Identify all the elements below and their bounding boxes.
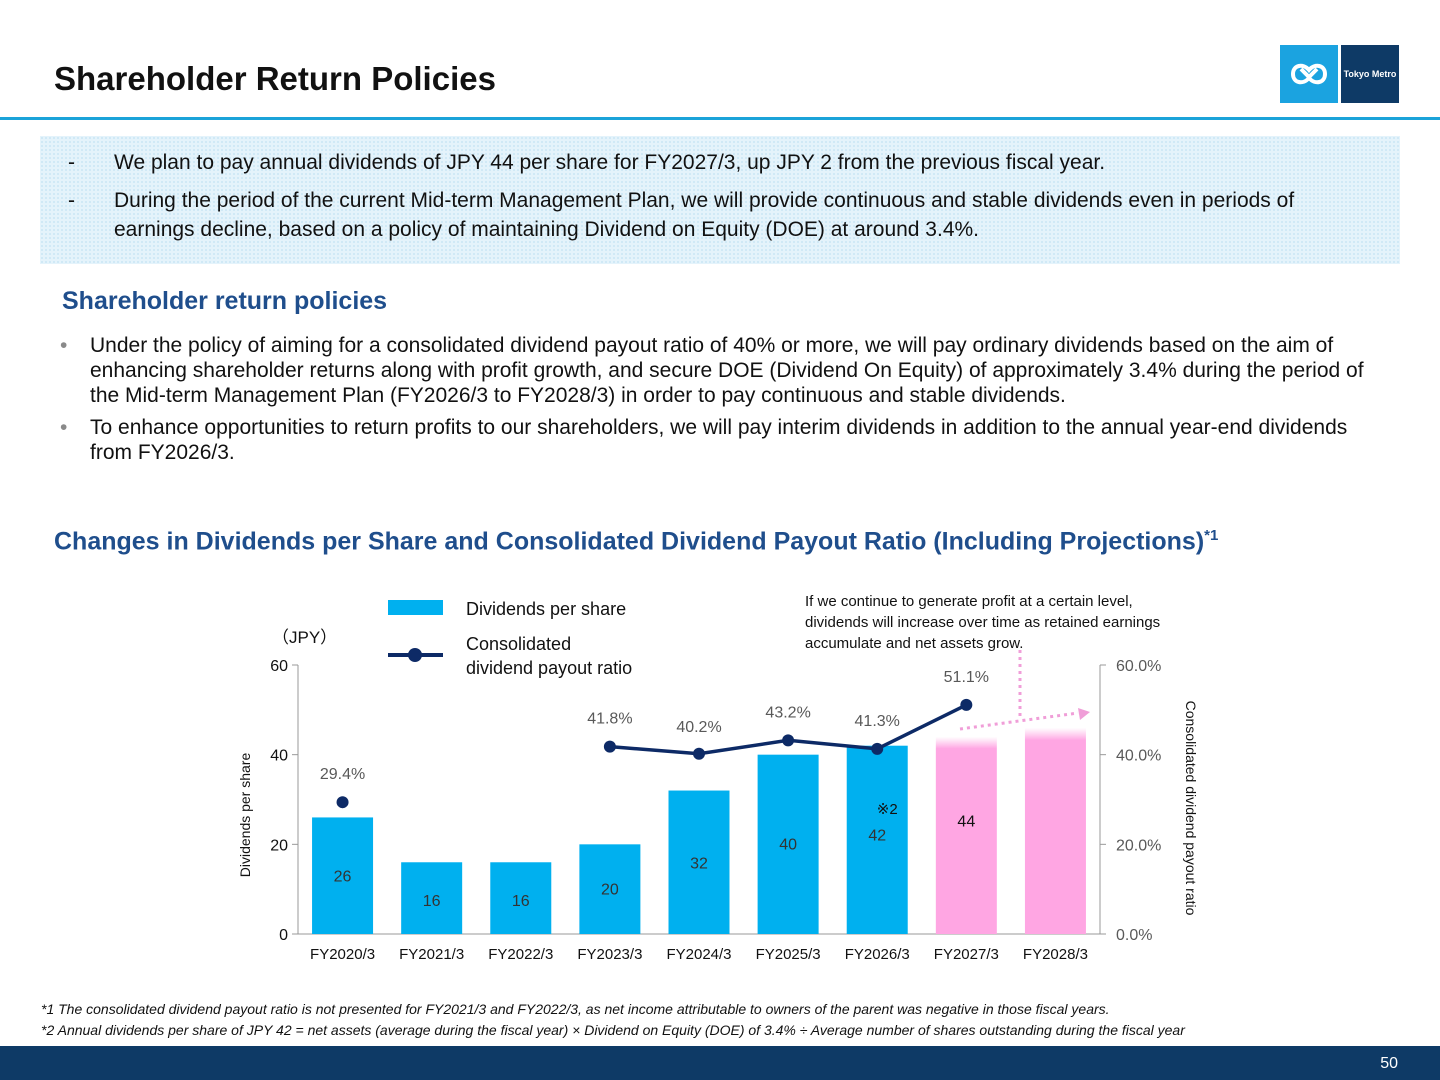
policy-text: To enhance opportunities to return profi… — [90, 416, 1348, 464]
section-title: Shareholder return policies — [62, 287, 388, 315]
bullet-marker: • — [60, 334, 68, 357]
company-logo: Tokyo Metro — [1280, 45, 1399, 103]
bar-value-label: 26 — [334, 868, 352, 885]
x-tick-label: FY2020/3 — [310, 946, 375, 963]
policy-text: Under the policy of aiming for a consoli… — [90, 334, 1364, 407]
legend-line-label-2: dividend payout ratio — [466, 658, 632, 678]
legend-bar-swatch — [388, 600, 443, 615]
annotation-line: accumulate and net assets grow. — [805, 635, 1023, 652]
bar-projection — [935, 736, 997, 934]
right-tick-label: 20.0% — [1116, 837, 1161, 854]
right-axis-title: Consolidated dividend payout ratio — [1183, 701, 1199, 916]
bar-value-label: 20 — [601, 881, 619, 898]
payout-ratio-point — [782, 734, 795, 747]
bar-projection — [1024, 727, 1086, 934]
dash-marker: - — [68, 189, 75, 212]
payout-ratio-label: 29.4% — [320, 766, 365, 783]
bar-value-label: 32 — [690, 856, 708, 873]
bar — [579, 844, 641, 934]
summary-text: During the period of the current Mid-ter… — [114, 189, 1295, 241]
bar — [490, 862, 552, 934]
bar-value-label: 16 — [423, 893, 441, 910]
x-tick-label: FY2024/3 — [666, 946, 731, 963]
page-title: Shareholder Return Policies — [54, 60, 496, 97]
bar — [668, 790, 730, 934]
annotation-line: dividends will increase over time as ret… — [805, 614, 1160, 631]
left-tick-label: 60 — [270, 658, 288, 675]
left-axis-title: Dividends per share — [237, 753, 253, 878]
annotation-line: If we continue to generate profit at a c… — [805, 593, 1133, 610]
legend-line-marker — [408, 648, 422, 662]
payout-ratio-point — [871, 742, 884, 755]
payout-ratio-point — [693, 747, 705, 760]
note-marker: ※2 — [877, 801, 898, 818]
summary-text: We plan to pay annual dividends of JPY 4… — [114, 151, 1106, 174]
payout-ratio-point — [960, 698, 973, 711]
summary-box: - We plan to pay annual dividends of JPY … — [40, 136, 1400, 264]
payout-ratio-line — [609, 703, 968, 756]
x-tick-label: FY2026/3 — [845, 946, 910, 963]
bar-value-label: 40 — [779, 837, 797, 854]
bar — [846, 745, 908, 934]
footnote-1: *1 The consolidated dividend payout rati… — [41, 1001, 1110, 1017]
bar-value-label: 44 — [957, 814, 975, 831]
x-tick-label: FY2021/3 — [399, 946, 464, 963]
title-divider — [0, 117, 1440, 120]
right-tick-label: 60.0% — [1116, 658, 1161, 675]
left-tick-label: 0 — [279, 927, 288, 944]
policy-item: • Under the policy of aiming for a consol… — [58, 333, 1378, 408]
footer-bar: 50 — [0, 1046, 1440, 1080]
logo-wordmark: Tokyo Metro — [1341, 45, 1399, 103]
page-number: 50 — [1380, 1055, 1398, 1072]
left-tick-label: 40 — [270, 748, 288, 765]
tokyo-metro-logo-icon — [1280, 45, 1338, 103]
unit-label: （JPY） — [272, 628, 337, 647]
policy-item: • To enhance opportunities to return prof… — [58, 415, 1378, 465]
payout-ratio-label: 40.2% — [676, 719, 721, 736]
summary-item: - During the period of the current Mid-te… — [40, 186, 1400, 244]
chart-title-footnote-ref: *1 — [1204, 527, 1219, 544]
arrow-head-icon — [1078, 708, 1090, 720]
payout-ratio-label: 51.1% — [944, 669, 989, 686]
bar-value-label: 42 — [868, 828, 886, 845]
x-tick-label: FY2025/3 — [756, 946, 821, 963]
left-tick-label: 20 — [270, 837, 288, 854]
footnote-2: *2 Annual dividends per share of JPY 42 … — [41, 1022, 1185, 1038]
dash-marker: - — [68, 151, 75, 174]
x-tick-label: FY2022/3 — [488, 946, 553, 963]
payout-ratio-point — [603, 740, 616, 753]
payout-ratio-label: 41.3% — [855, 713, 900, 730]
payout-ratio-label: 41.8% — [587, 711, 632, 728]
bar — [312, 817, 374, 934]
right-tick-label: 0.0% — [1116, 927, 1152, 944]
summary-item: - We plan to pay annual dividends of JPY … — [40, 148, 1400, 177]
chart-title-text: Changes in Dividends per Share and Conso… — [54, 527, 1205, 556]
x-tick-label: FY2028/3 — [1023, 946, 1088, 963]
x-tick-label: FY2027/3 — [934, 946, 999, 963]
payout-ratio-point — [336, 796, 349, 809]
chart-title: Changes in Dividends per Share and Conso… — [54, 527, 1218, 556]
bullet-marker: • — [60, 416, 68, 439]
legend-line-label-1: Consolidated — [466, 634, 571, 654]
x-tick-label: FY2023/3 — [577, 946, 642, 963]
right-tick-label: 40.0% — [1116, 748, 1161, 765]
bar — [401, 862, 463, 934]
policy-list: • Under the policy of aiming for a consol… — [58, 333, 1378, 472]
bar-value-label: 16 — [512, 893, 530, 910]
footnotes: *1 The consolidated dividend payout rati… — [41, 999, 1185, 1041]
projection-trend-arrow — [959, 711, 1079, 731]
legend-bar-label: Dividends per share — [466, 599, 626, 619]
bar — [757, 754, 819, 934]
payout-ratio-label: 43.2% — [765, 704, 810, 721]
